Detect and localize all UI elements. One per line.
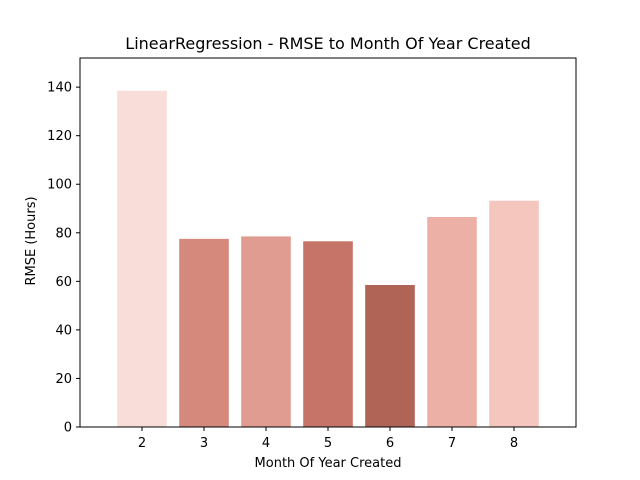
- x-tick-label: 4: [262, 436, 270, 451]
- plot-frame: [79, 57, 577, 428]
- y-tick-label: 100: [47, 178, 72, 193]
- bar-month-6: [365, 284, 415, 427]
- y-tick-label: 40: [55, 323, 72, 338]
- y-tick-label: 60: [55, 275, 72, 290]
- x-tick-label: 7: [448, 436, 456, 451]
- x-axis-ticks: 2 3 4 5 6 7 8: [138, 427, 518, 451]
- bar-month-8: [489, 200, 539, 427]
- y-tick-label: 140: [47, 81, 72, 96]
- bars-group: [117, 90, 539, 428]
- bar-month-7: [427, 217, 477, 427]
- y-tick-label: 0: [64, 421, 72, 436]
- y-tick-label: 20: [55, 372, 72, 387]
- y-tick-label: 120: [47, 129, 72, 144]
- x-tick-label: 3: [200, 436, 208, 451]
- y-tick-label: 80: [55, 226, 72, 241]
- x-tick-label: 8: [510, 436, 518, 451]
- bar-month-3: [179, 238, 229, 427]
- bar-month-4: [241, 236, 291, 427]
- chart-title: LinearRegression - RMSE to Month Of Year…: [125, 34, 530, 53]
- y-axis-label: RMSE (Hours): [24, 196, 39, 285]
- y-axis-ticks: 0 20 40 60 80 100 120 140: [47, 81, 80, 436]
- bar-month-5: [303, 241, 353, 427]
- x-axis-label: Month Of Year Created: [255, 456, 402, 471]
- x-tick-label: 5: [324, 436, 332, 451]
- bar-month-2: [117, 90, 167, 428]
- x-tick-label: 2: [138, 436, 146, 451]
- x-tick-label: 6: [386, 436, 394, 451]
